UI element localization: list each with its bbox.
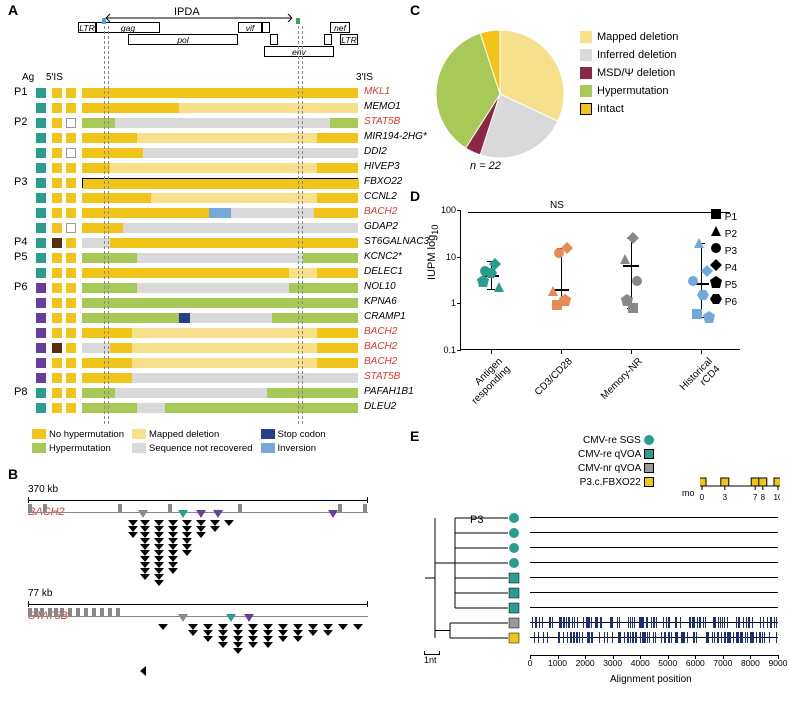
- panel-d-legend: P1 P2 P3 P4 P5 P6: [710, 208, 737, 310]
- provirus-row: KPNA6: [16, 296, 396, 310]
- provirus-row: DDI2: [16, 146, 396, 160]
- provirus-row: P8PAFAH1B1: [16, 386, 396, 400]
- n-label: n = 22: [470, 160, 501, 172]
- alignment-highlighter: [530, 510, 778, 650]
- panel-d: NS IUPM log10 0.1110100Antigenresponding…: [410, 190, 770, 410]
- provirus-row: DLEU2: [16, 401, 396, 415]
- panel-e: CMV-re SGS CMV-re qVOA CMV-nr qVOA P3.c.…: [410, 430, 780, 690]
- provirus-row: P1MKL1: [16, 86, 396, 100]
- phylo-tree: [420, 510, 520, 650]
- svg-text:8: 8: [761, 493, 766, 502]
- pie-chart: [430, 24, 570, 164]
- provirus-row: P6NOL10: [16, 281, 396, 295]
- provirus-row: HIVEP3: [16, 161, 396, 175]
- provirus-row: P5KCNC2*: [16, 251, 396, 265]
- panel-c-legend: Mapped deletionInferred deletionMSD/Ψ de…: [580, 28, 678, 118]
- ag-header: Ag: [22, 72, 34, 83]
- provirus-row: P3FBXO22: [16, 176, 396, 190]
- alignment-axis: 0100020003000400050006000700080009000: [530, 655, 778, 669]
- panel-b: 370 kb BACH277 kb STAT5B: [8, 468, 388, 688]
- svg-text:7: 7: [753, 493, 758, 502]
- provirus-row: P2STAT5B: [16, 116, 396, 130]
- alignment-axis-title: Alignment position: [610, 674, 692, 685]
- panel-a-legend: No hypermutationHypermutationMapped dele…: [32, 428, 326, 456]
- svg-text:0: 0: [700, 493, 705, 502]
- provirus-row: BACH2: [16, 356, 396, 370]
- panel-a-label: A: [8, 2, 18, 18]
- provirus-row: BACH2: [16, 341, 396, 355]
- svg-text:3: 3: [723, 493, 728, 502]
- is3-header: 3′IS: [356, 72, 373, 83]
- panel-e-legend: CMV-re SGS CMV-re qVOA CMV-nr qVOA P3.c.…: [578, 434, 658, 490]
- provirus-row: MEMO1: [16, 101, 396, 115]
- is5-header: 5′IS: [46, 72, 63, 83]
- panel-c: Mapped deletionInferred deletionMSD/Ψ de…: [410, 4, 770, 174]
- provirus-row: BACH2: [16, 326, 396, 340]
- timeline: mo037810: [700, 474, 780, 498]
- tree-scale: 1nt: [424, 654, 440, 665]
- dot-plot: 0.1110100AntigenrespondingCD3/CD28Memory…: [460, 210, 740, 350]
- provirus-row: P4ST6GALNAC3: [16, 236, 396, 250]
- provirus-row: CCNL2: [16, 191, 396, 205]
- hiv-gene-map: LTRgagvifnefpolLTRenv: [78, 22, 358, 70]
- provirus-row: STAT5B: [16, 371, 396, 385]
- provirus-row: MIR194-2HG*: [16, 131, 396, 145]
- provirus-row: DELEC1: [16, 266, 396, 280]
- provirus-row: CRAMP1: [16, 311, 396, 325]
- svg-text:10: 10: [774, 493, 780, 502]
- provirus-row: BACH2: [16, 206, 396, 220]
- provirus-rows: P1MKL1MEMO1P2STAT5BMIR194-2HG*DDI2HIVEP3…: [16, 86, 396, 416]
- provirus-row: GDAP2: [16, 221, 396, 235]
